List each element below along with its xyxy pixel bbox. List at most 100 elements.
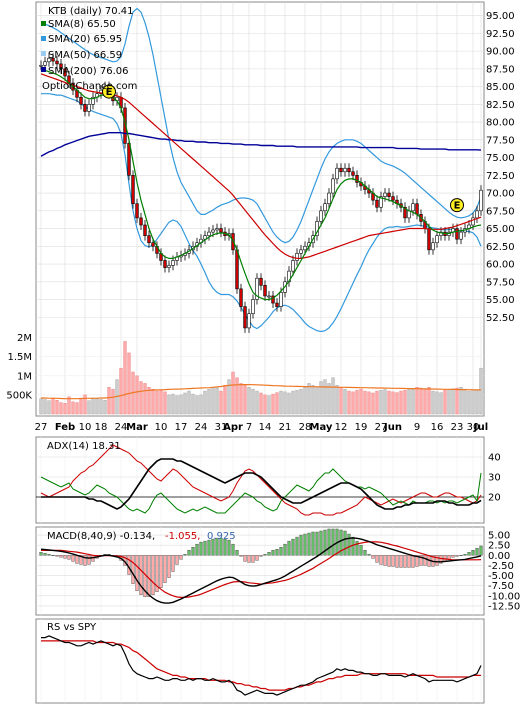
candle-body <box>427 228 431 251</box>
volume-bar <box>139 381 143 415</box>
macd-histogram-bar <box>251 555 255 563</box>
volume-bar <box>415 387 419 415</box>
volume-bar <box>263 394 267 415</box>
earnings-marker <box>450 198 464 213</box>
bollinger-upper-line <box>40 7 482 244</box>
candle-body <box>139 217 143 226</box>
date-tick-label: Mar <box>126 422 148 433</box>
volume-bar <box>327 383 331 415</box>
rs-panel-frame <box>35 618 485 704</box>
macd-histogram-bar <box>211 538 215 556</box>
macd-histogram-bar <box>175 555 179 565</box>
candle-body <box>383 192 387 197</box>
candle-body <box>323 203 327 212</box>
macd-histogram-bar <box>467 552 471 556</box>
macd-histogram-bar <box>283 543 287 556</box>
macd-histogram-bar <box>463 554 467 556</box>
macd-histogram-bar <box>135 555 139 591</box>
macd-histogram-bar <box>131 555 135 584</box>
price-tick-label: 67.50 <box>486 206 515 217</box>
candle-body <box>171 260 175 266</box>
volume-bar <box>451 388 455 415</box>
date-tick-label: 31 <box>215 422 228 433</box>
macd-histogram-bar <box>331 528 335 556</box>
volume-bar <box>155 390 159 415</box>
volume-bar <box>99 399 103 415</box>
candle-body <box>387 192 391 197</box>
macd-histogram-bar <box>459 555 463 556</box>
price-tick-label: 60.00 <box>486 260 515 271</box>
bollinger-lower-line <box>41 93 482 333</box>
volume-bar <box>267 395 271 415</box>
volume-bar <box>55 400 59 415</box>
volume-bar <box>371 392 375 415</box>
volume-bar <box>295 390 299 415</box>
macd-histogram-bar <box>39 552 43 556</box>
legend-sma8: SMA(8) 65.50 <box>48 19 116 30</box>
date-tick-label: 16 <box>431 422 444 433</box>
volume-bar <box>319 381 323 415</box>
macd-histogram-bar <box>383 555 387 566</box>
date-tick-label: 19 <box>355 422 368 433</box>
candle-body <box>279 292 283 307</box>
candle-body <box>355 175 359 183</box>
macd-histogram-bar <box>303 533 307 556</box>
price-tick-label: 70.00 <box>486 189 515 200</box>
macd-histogram-bar <box>479 545 483 556</box>
candle-body <box>379 196 383 208</box>
volume-bar <box>171 393 175 415</box>
date-tick-label: 14 <box>259 422 272 433</box>
candle-body <box>247 313 251 329</box>
macd-histogram-bar <box>67 555 71 560</box>
di-minus-line <box>40 444 482 516</box>
macd-histogram-bar <box>235 550 239 556</box>
date-tick-label: 7 <box>246 422 252 433</box>
volume-bar <box>419 387 423 415</box>
price-tick-label: 90.00 <box>486 47 515 58</box>
volume-bar <box>91 397 95 415</box>
candle-body <box>479 189 483 212</box>
volume-bar <box>223 385 227 415</box>
macd-histogram-bar <box>395 555 399 568</box>
volume-bar <box>339 387 343 415</box>
date-tick-label: Feb <box>55 422 75 433</box>
date-tick-label: 17 <box>175 422 188 433</box>
candle-body <box>391 196 395 201</box>
date-tick-label: May <box>310 422 333 433</box>
macd-histogram-bar <box>47 554 51 556</box>
macd-histogram-bar <box>371 555 375 559</box>
legend-sma200: SMA(200) 76.06 <box>48 66 129 77</box>
candle-body <box>39 65 43 67</box>
volume-bar <box>391 391 395 415</box>
adx-lines <box>40 444 482 516</box>
macd-histogram-bar <box>275 549 279 556</box>
volume-bar <box>439 392 443 415</box>
rs-title: RS vs SPY <box>47 622 97 633</box>
date-tick-label: Jun <box>383 422 402 433</box>
macd-histogram-bar <box>311 531 315 556</box>
volume-bar <box>323 379 327 415</box>
candle-body <box>259 277 263 286</box>
macd-histogram-bar <box>43 553 47 556</box>
volume-bar <box>199 394 203 415</box>
macd-histogram-bar <box>263 554 267 556</box>
volume-bar <box>215 387 219 415</box>
date-tick-label: 27 <box>375 422 388 433</box>
price-tick-label: 80.00 <box>486 118 515 129</box>
macd-histogram-bar <box>243 555 247 562</box>
macd-tick-label: -2.50 <box>488 561 514 572</box>
macd-histogram-bar <box>147 555 151 598</box>
volume-bar <box>51 397 55 415</box>
candle-body <box>55 60 59 65</box>
candle-body <box>91 96 95 105</box>
macd-title: MACD(8,40,9) -0.134, <box>47 531 155 542</box>
macd-tick-label: -7.50 <box>488 581 514 592</box>
macd-histogram-bar <box>231 543 235 556</box>
macd-histogram-bar <box>55 555 59 557</box>
candle-body <box>319 210 323 222</box>
volume-average-line <box>41 384 481 400</box>
volume-bar <box>239 383 243 415</box>
volume-bar <box>331 377 335 415</box>
candle-body <box>47 57 51 63</box>
macd-histogram-bar <box>279 547 283 556</box>
